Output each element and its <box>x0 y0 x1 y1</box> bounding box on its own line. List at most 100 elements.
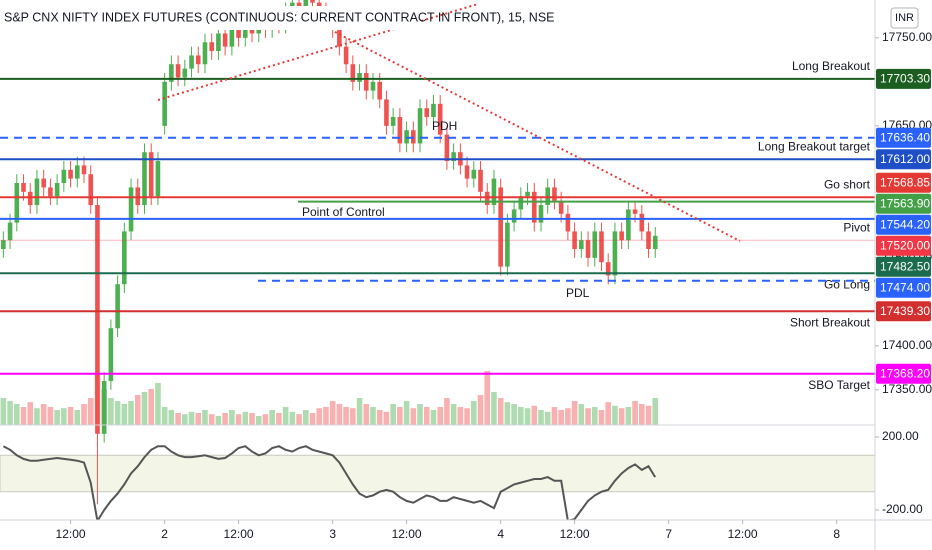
volume-bar <box>14 404 20 425</box>
volume-bar <box>309 413 316 425</box>
candle-body <box>236 29 241 38</box>
volume-bar <box>591 407 598 425</box>
volume-bar <box>134 395 141 425</box>
candle-body <box>242 24 248 38</box>
volume-bar <box>356 398 363 425</box>
volume-bar <box>168 410 175 425</box>
volume-bar <box>632 401 638 425</box>
candle-body <box>41 178 46 188</box>
volume-bar <box>0 398 7 425</box>
price-box-label: 17474.00 <box>880 280 930 294</box>
candle-body <box>552 187 557 201</box>
volume-bar <box>450 404 457 425</box>
price-box-label: 17482.50 <box>880 259 930 273</box>
volume-bar <box>67 407 74 425</box>
candle-body <box>518 196 524 210</box>
candle-body <box>652 235 658 250</box>
candle-body <box>175 64 181 78</box>
x-tick-label: 2 <box>161 527 168 541</box>
volume-bar <box>639 404 645 425</box>
level-note: PDH <box>432 119 457 133</box>
candle-body <box>599 231 604 263</box>
y-tick-label: 17350.00 <box>882 382 932 396</box>
candle-body <box>122 231 127 285</box>
volume-bar <box>20 407 27 425</box>
volume-bar <box>578 404 585 425</box>
trend-line <box>157 3 479 101</box>
candle-body <box>310 0 315 3</box>
volume-bar <box>242 411 249 425</box>
volume-bar <box>350 408 356 425</box>
oscillator <box>2 445 657 520</box>
volume-bar <box>255 416 262 425</box>
title-background <box>0 6 420 30</box>
volume-bar <box>161 407 168 425</box>
price-box-label: 17568.85 <box>880 175 930 189</box>
volume-bar <box>87 398 94 425</box>
candle-body <box>478 169 483 192</box>
candle-body <box>34 178 40 206</box>
candle-body <box>390 117 396 126</box>
price-box <box>876 127 931 148</box>
price-box <box>876 149 931 170</box>
candle-body <box>195 55 201 65</box>
price-box-label: 17612.00 <box>880 152 930 166</box>
volume-bar <box>504 402 511 425</box>
candle-body <box>95 205 100 434</box>
candle-body <box>169 64 174 82</box>
volume-bar <box>323 407 329 425</box>
candle-body <box>484 191 490 206</box>
candle-body <box>209 42 214 52</box>
price-box-label: 17439.30 <box>880 304 930 318</box>
price-box <box>876 301 931 322</box>
volume-bar <box>128 401 134 425</box>
volume-bar <box>7 401 13 425</box>
candle-body <box>505 222 510 267</box>
price-box-label: 17703.30 <box>880 72 930 86</box>
volume-bar <box>524 408 531 425</box>
level-name: Go short <box>824 177 871 191</box>
candle-body <box>444 134 450 162</box>
candle-body <box>202 42 208 65</box>
candle-body <box>303 0 309 8</box>
volume-bar <box>518 407 524 425</box>
candle-body <box>585 240 591 258</box>
level-note: Point of Control <box>302 205 385 219</box>
volume-bar <box>74 410 81 425</box>
volume-bar <box>329 401 336 425</box>
volume-bar <box>34 408 40 425</box>
volume-bar <box>605 402 611 425</box>
volume-bar <box>182 414 188 425</box>
candle-body <box>128 187 134 232</box>
level-name: Pivot <box>843 220 870 234</box>
candle-body <box>162 81 167 126</box>
candle-body <box>148 152 154 197</box>
price-box-label: 17563.90 <box>880 196 930 210</box>
volume-bar <box>222 413 228 425</box>
candle-body <box>54 183 60 197</box>
volume-bars <box>0 371 659 425</box>
x-tick-label: 12:00 <box>560 527 590 541</box>
osc-tick-label: -200.00 <box>882 502 923 516</box>
level-name: Go Long <box>824 277 870 291</box>
volume-bar <box>645 405 652 425</box>
candle-body <box>216 33 221 52</box>
candle-body <box>605 262 611 276</box>
level-note: PDL <box>566 286 590 300</box>
candle-body <box>619 231 624 241</box>
volume-bar <box>410 408 417 425</box>
candle-body <box>592 231 598 258</box>
volume-bar <box>175 413 181 425</box>
x-tick-label: 12:00 <box>392 527 422 541</box>
y-tick-label: 17750.00 <box>882 30 932 44</box>
x-tick-label: 3 <box>329 527 336 541</box>
candle-body <box>646 231 651 250</box>
currency-box <box>890 7 919 29</box>
candle-body <box>155 161 161 197</box>
volume-bar <box>296 414 302 425</box>
volume-bar <box>551 407 558 425</box>
volume-bar <box>249 413 255 425</box>
candle-body <box>337 29 342 47</box>
volume-bar <box>269 410 275 425</box>
